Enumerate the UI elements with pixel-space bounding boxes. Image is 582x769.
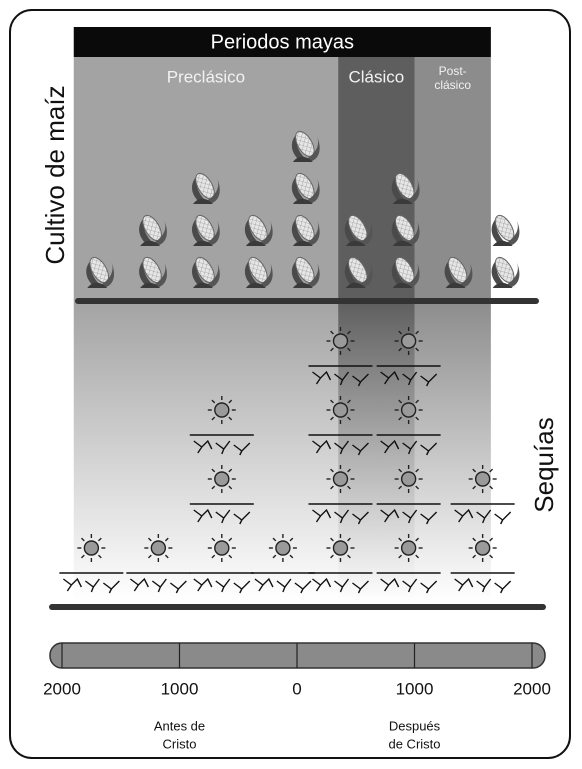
sun [276, 541, 290, 555]
sun [333, 403, 347, 417]
sun [84, 541, 98, 555]
sun [215, 403, 229, 417]
series-label: Sequías [529, 417, 559, 512]
sun [151, 541, 165, 555]
period-label: Clásico [348, 67, 404, 86]
sun [333, 334, 347, 348]
x-tick-label: 1000 [396, 679, 434, 698]
chart-title: Periodos mayas [211, 31, 354, 53]
sun [402, 541, 416, 555]
sun [333, 472, 347, 486]
series-label: Cultivo de maíz [40, 85, 70, 264]
chart: Preclásico Clásico Post-clásico Periodos ma… [0, 0, 582, 769]
sun [476, 472, 490, 486]
sun [402, 334, 416, 348]
x-tick-label: 2000 [513, 679, 551, 698]
annotation: Cristo [163, 736, 197, 751]
period-label: Preclásico [167, 67, 245, 86]
annotation: de Cristo [388, 736, 440, 751]
x-tick-label: 2000 [43, 679, 81, 698]
x-tick-label: 1000 [161, 679, 199, 698]
sun [215, 472, 229, 486]
x-tick-label: 0 [292, 679, 301, 698]
sun [402, 472, 416, 486]
sun [402, 403, 416, 417]
fade [60, 300, 510, 601]
annotation: Antes de [154, 718, 205, 733]
sun [215, 541, 229, 555]
sun [333, 541, 347, 555]
annotation: Después [389, 718, 441, 733]
sun [476, 541, 490, 555]
period-label: Post-clásico [434, 64, 471, 92]
